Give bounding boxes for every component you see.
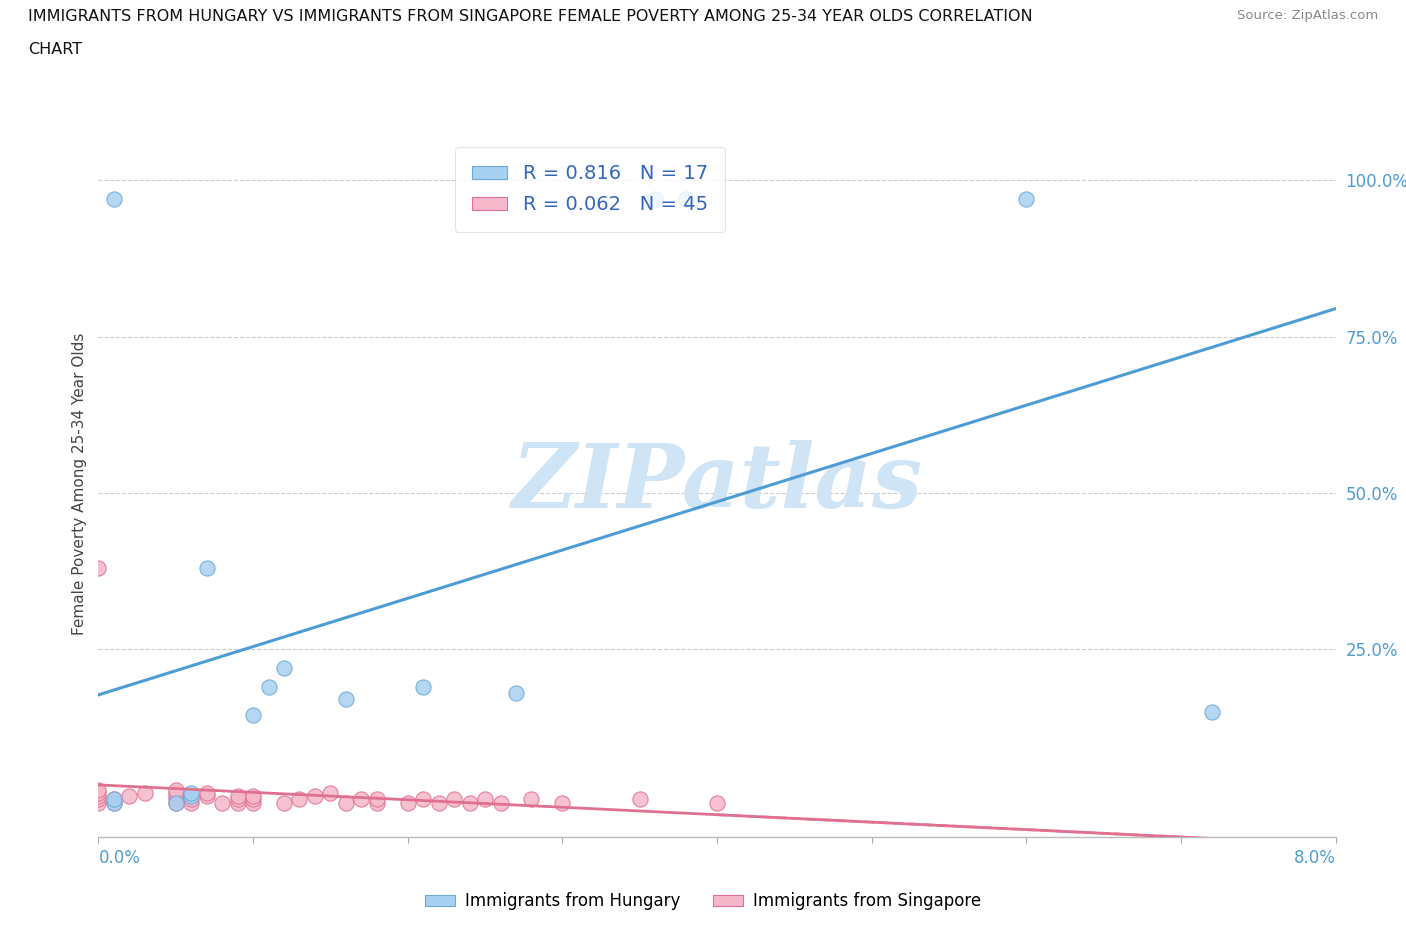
Point [165,783,187,798]
Point [520,792,543,807]
Point [335,795,357,810]
Point [165,795,187,810]
Point [103,795,125,810]
Point [427,795,450,810]
Point [443,792,465,807]
Point [242,792,264,807]
Point [412,680,434,695]
Point [257,680,280,695]
Point [87,561,110,576]
Point [1201,704,1223,719]
Point [134,786,156,801]
Point [103,792,125,807]
Point [644,192,666,206]
Point [118,789,141,804]
Point [474,792,496,807]
Text: CHART: CHART [28,42,82,57]
Point [165,789,187,804]
Point [165,795,187,810]
Point [396,795,419,810]
Point [87,789,110,804]
Point [319,786,342,801]
Point [350,792,373,807]
Point [288,792,311,807]
Text: IMMIGRANTS FROM HUNGARY VS IMMIGRANTS FROM SINGAPORE FEMALE POVERTY AMONG 25-34 : IMMIGRANTS FROM HUNGARY VS IMMIGRANTS FR… [28,9,1033,24]
Point [1015,192,1038,206]
Point [103,795,125,810]
Point [195,789,218,804]
Point [211,795,233,810]
Point [366,792,388,807]
Point [675,192,697,206]
Point [335,692,357,707]
Point [706,795,728,810]
Point [195,561,218,576]
Point [628,792,651,807]
Point [180,795,202,810]
Point [304,789,326,804]
Point [195,786,218,801]
Legend: R = 0.816   N = 17, R = 0.062   N = 45: R = 0.816 N = 17, R = 0.062 N = 45 [454,147,725,232]
Text: ZIPatlas: ZIPatlas [512,440,922,527]
Point [366,795,388,810]
Point [87,792,110,807]
Point [165,786,187,801]
Point [551,795,574,810]
Point [165,792,187,807]
Point [226,789,249,804]
Point [273,660,295,675]
Point [87,783,110,798]
Point [412,792,434,807]
Point [226,792,249,807]
Point [180,786,202,801]
Point [242,789,264,804]
Point [103,792,125,807]
Y-axis label: Female Poverty Among 25-34 Year Olds: Female Poverty Among 25-34 Year Olds [72,332,87,635]
Point [180,792,202,807]
Point [458,795,481,810]
Point [489,795,512,810]
Point [87,786,110,801]
Point [242,795,264,810]
Point [87,795,110,810]
Text: 0.0%: 0.0% [98,849,141,867]
Point [273,795,295,810]
Text: 8.0%: 8.0% [1294,849,1336,867]
Text: Source: ZipAtlas.com: Source: ZipAtlas.com [1237,9,1378,22]
Point [180,789,202,804]
Point [505,685,527,700]
Point [226,795,249,810]
Point [103,192,125,206]
Legend: Immigrants from Hungary, Immigrants from Singapore: Immigrants from Hungary, Immigrants from… [418,885,988,917]
Point [242,708,264,723]
